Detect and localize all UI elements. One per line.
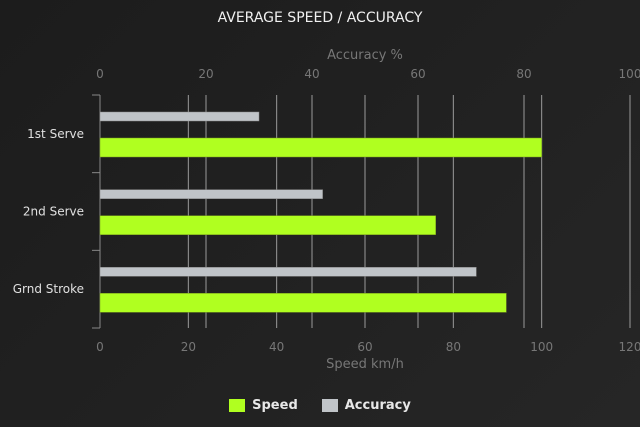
chart-title: AVERAGE SPEED / ACCURACY	[218, 10, 423, 26]
bar-accuracy	[99, 111, 260, 122]
x-tick-label-bottom: 120	[619, 340, 640, 354]
x-axis-title-top: Accuracy %	[327, 48, 403, 63]
x-tick-label-bottom: 80	[446, 340, 461, 354]
legend-item[interactable]: Speed	[229, 398, 298, 413]
x-tick-label-bottom: 0	[96, 340, 104, 354]
legend-label: Accuracy	[344, 398, 411, 413]
x-tick-label-bottom: 60	[357, 340, 372, 354]
bar-speed	[99, 293, 507, 313]
category-label: 1st Serve	[27, 127, 84, 141]
x-axis-title-bottom: Speed km/h	[326, 357, 404, 372]
x-tick-label-top: 20	[198, 67, 213, 81]
x-tick-label-top: 60	[410, 67, 425, 81]
bar-accuracy	[99, 189, 323, 199]
legend-item[interactable]: Accuracy	[321, 398, 411, 413]
legend-label: Speed	[252, 398, 298, 413]
x-tick-label-top: 80	[516, 67, 531, 81]
legend-swatch	[229, 399, 246, 412]
x-tick-label-bottom: 100	[530, 340, 553, 354]
category-label: 2nd Serve	[23, 205, 84, 219]
x-tick-label-top: 0	[96, 67, 104, 81]
bar-accuracy	[99, 267, 477, 277]
legend: Speed Accuracy	[0, 398, 640, 413]
x-tick-label-top: 40	[304, 67, 319, 81]
legend-swatch	[321, 399, 338, 412]
x-tick-label-top: 100	[619, 67, 640, 81]
x-tick-label-bottom: 40	[269, 340, 284, 354]
bar-speed	[99, 215, 436, 235]
x-tick-label-bottom: 20	[181, 340, 196, 354]
bar-speed	[99, 137, 542, 158]
category-label: Grnd Stroke	[13, 282, 84, 296]
